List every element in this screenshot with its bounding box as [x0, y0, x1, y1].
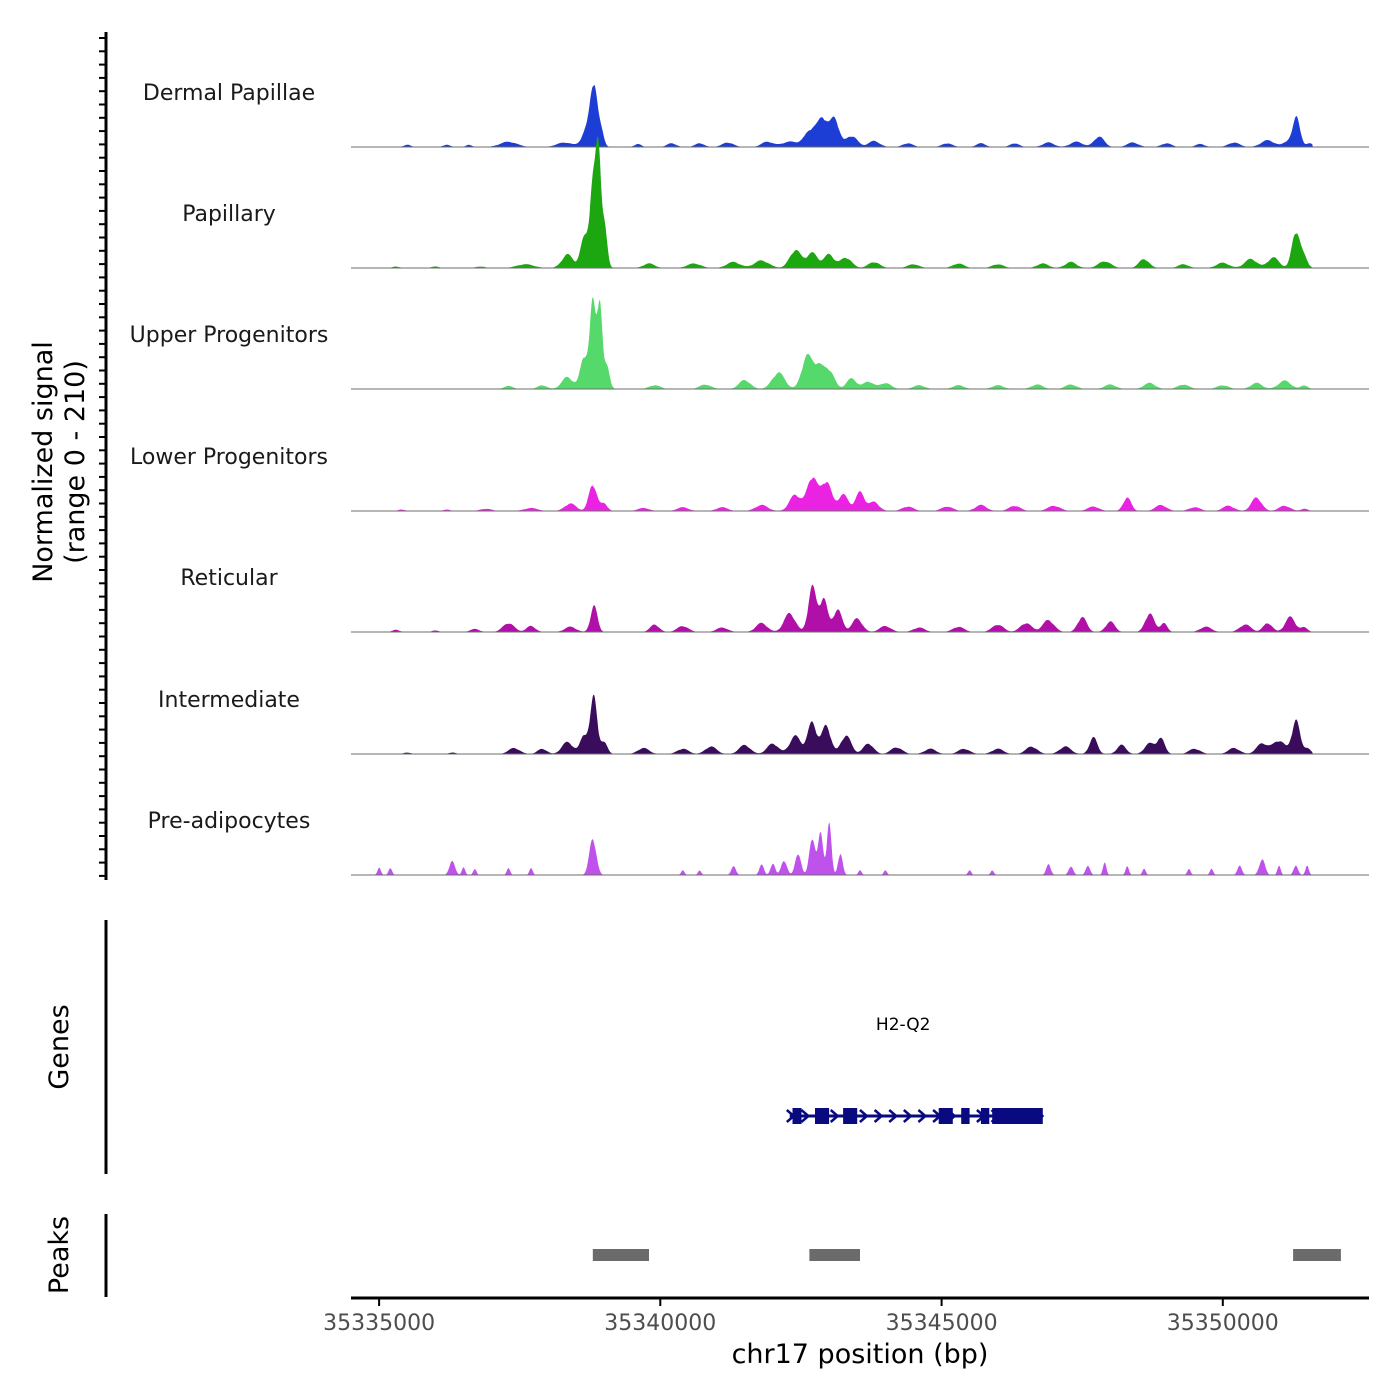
- peak-region: [592, 1249, 649, 1261]
- strand-arrow: [873, 1109, 884, 1123]
- coverage-area-reticular: [373, 584, 1313, 632]
- strand-arrow: [902, 1109, 913, 1123]
- genes-panel-title: Genes: [44, 1004, 75, 1089]
- gene-exon: [980, 1108, 990, 1124]
- gene-exon: [843, 1108, 858, 1124]
- gene-exon: [961, 1108, 970, 1124]
- track-papillary: Papillary: [182, 136, 1369, 269]
- peak-region: [1293, 1249, 1341, 1261]
- signal-y-axis-ticks: [99, 37, 106, 877]
- gene-track: H2-Q2: [785, 1015, 1045, 1124]
- track-dermal-papillae: Dermal Papillae: [143, 81, 1369, 148]
- track-reticular: Reticular: [180, 566, 1369, 633]
- gene-exon: [938, 1108, 953, 1124]
- track-label-papillary: Papillary: [182, 202, 276, 227]
- strand-arrow: [859, 1109, 869, 1123]
- gene-exon: [792, 1108, 802, 1124]
- peak-track: [592, 1249, 1341, 1261]
- coverage-area-upper-progenitors: [373, 297, 1313, 389]
- x-tick-label: 35335000: [323, 1311, 435, 1336]
- gene-exon: [992, 1108, 1043, 1124]
- track-label-reticular: Reticular: [180, 566, 278, 591]
- coverage-area-intermediate: [373, 694, 1313, 754]
- track-pre-adipocytes: Pre-adipocytes: [148, 809, 1369, 876]
- track-label-pre-adipocytes: Pre-adipocytes: [148, 809, 311, 834]
- track-label-upper-progenitors: Upper Progenitors: [130, 323, 329, 348]
- strand-arrow: [800, 1109, 811, 1123]
- coverage-area-lower-progenitors: [373, 477, 1313, 511]
- x-axis-ticks: 35335000 35340000 35345000 35350000: [323, 1298, 1279, 1336]
- x-tick-label: 35345000: [886, 1311, 998, 1336]
- coverage-area-pre-adipocytes: [373, 822, 1313, 875]
- strand-arrow: [888, 1109, 899, 1123]
- x-tick-label: 35350000: [1167, 1311, 1279, 1336]
- y-axis-title: Normalized signal (range 0 - 210): [28, 341, 91, 583]
- track-lower-progenitors: Lower Progenitors: [130, 445, 1369, 512]
- coverage-area-dermal-papillae: [373, 84, 1313, 147]
- peaks-panel-title: Peaks: [44, 1216, 75, 1294]
- signal-tracks: Dermal Papillae Papillary Upper Progenitor…: [130, 81, 1369, 876]
- y-axis-title-line2: (range 0 - 210): [60, 360, 91, 564]
- track-label-dermal-papillae: Dermal Papillae: [143, 81, 315, 106]
- track-label-lower-progenitors: Lower Progenitors: [130, 445, 328, 470]
- peak-region: [809, 1249, 860, 1261]
- strand-arrow: [917, 1109, 928, 1123]
- strand-arrow: [829, 1109, 840, 1123]
- track-intermediate: Intermediate: [158, 688, 1369, 755]
- track-label-intermediate: Intermediate: [158, 688, 300, 713]
- gene-label: H2-Q2: [876, 1015, 931, 1035]
- x-tick-label: 35340000: [604, 1311, 716, 1336]
- track-upper-progenitors: Upper Progenitors: [130, 297, 1369, 390]
- coverage-area-papillary: [373, 136, 1313, 268]
- x-axis-title: chr17 position (bp): [732, 1339, 989, 1370]
- gene-exon: [815, 1108, 830, 1124]
- gene-h2-q2: H2-Q2: [785, 1015, 1045, 1124]
- y-axis-title-line1: Normalized signal: [28, 341, 59, 583]
